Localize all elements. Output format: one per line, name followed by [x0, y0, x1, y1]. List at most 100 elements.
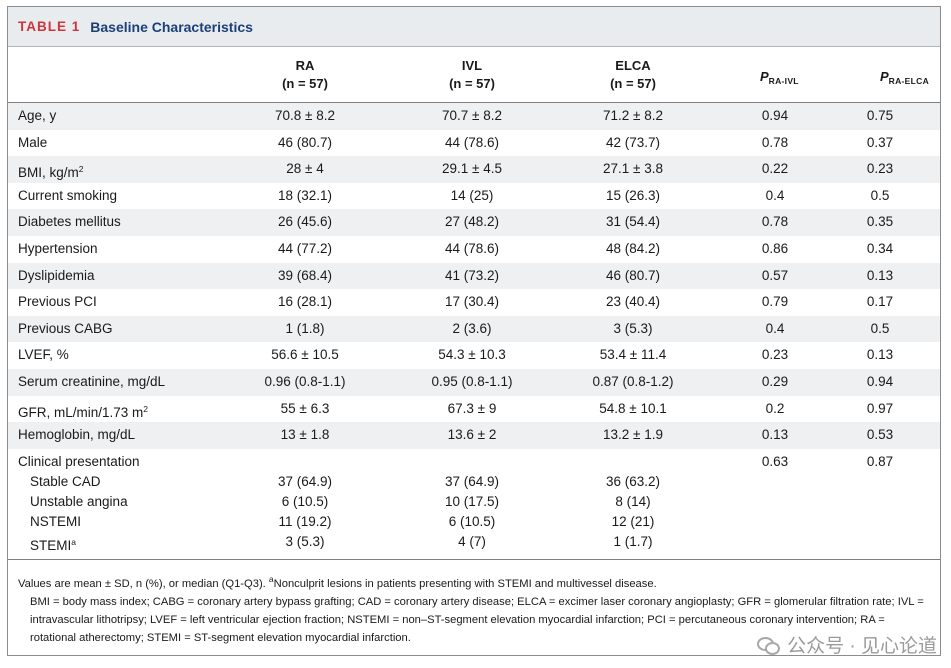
subrow-label: Stable CAD: [30, 472, 101, 492]
ra-value: 13 ± 1.8: [280, 427, 330, 443]
subrow-label: NSTEMI: [30, 512, 81, 532]
row-label: Previous CABG: [18, 316, 113, 343]
ra-value: 0.96 (0.8-1.1): [264, 373, 346, 389]
p-ra-ivl-value: 0.23: [761, 347, 789, 363]
elca-value: 27.1 ± 3.8: [603, 161, 663, 177]
ra-value: 11 (19.2): [278, 513, 332, 529]
row-label-text: LVEF, %: [18, 347, 69, 363]
superscript: 2: [78, 164, 84, 175]
clinical-subrow: NSTEMI 11 (19.2) 6 (10.5) 12 (21): [8, 512, 940, 532]
p-ra-elca-value: 0.94: [866, 373, 894, 389]
ivl-value: 14 (25): [450, 187, 494, 203]
elca-value: 13.2 ± 1.9: [603, 427, 663, 443]
ivl-value: 10 (17.5): [444, 493, 500, 509]
p-ra-elca-value: 0.13: [866, 267, 894, 283]
ivl-value: 70.7 ± 8.2: [442, 108, 502, 123]
ivl-value: 44 (78.6): [444, 134, 500, 150]
row-label: Hypertension: [18, 236, 98, 263]
p-ra-ivl-value: 0.29: [761, 373, 789, 389]
table-body: Age, y 70.8 ± 8.2 70.7 ± 8.2 71.2 ± 8.2 0.94…: [8, 103, 940, 449]
row-label: Diabetes mellitus: [18, 209, 121, 236]
elca-value: 15 (26.3): [605, 187, 661, 203]
row-label: Male: [18, 130, 47, 157]
row-label-text: Previous CABG: [18, 320, 113, 336]
row-label: Previous PCI: [18, 289, 97, 316]
superscript: 2: [143, 403, 149, 414]
ivl-value: 27 (48.2): [444, 214, 500, 230]
ra-value: 37 (64.9): [277, 473, 333, 489]
col-elca-header: ELCA (n = 57): [573, 57, 693, 93]
row-label: Hemoglobin, mg/dL: [18, 422, 135, 449]
table-row: Previous CABG 1 (1.8) 2 (3.6) 3 (5.3) 0.4 0.5: [8, 315, 940, 343]
footnote-marker: a: [268, 573, 274, 584]
watermark-text: 公众号 · 见心论道: [787, 636, 937, 657]
clinical-subrow: STEMIa 3 (5.3) 4 (7) 1 (1.7): [8, 532, 940, 553]
clinical-subrow: Stable CAD 37 (64.9) 37 (64.9) 36 (63.2): [8, 472, 940, 492]
row-label: Current smoking: [18, 183, 117, 210]
elca-value: 42 (73.7): [605, 134, 661, 150]
p-ra-elca-value: 0.34: [866, 240, 894, 256]
table-row: Hemoglobin, mg/dL 13 ± 1.8 13.6 ± 2 13.2 ± …: [8, 422, 940, 449]
clinical-subrow: Unstable angina 6 (10.5) 10 (17.5) 8 (14): [8, 492, 940, 512]
p-ra-elca-value: 0.5: [870, 187, 890, 203]
table-row: Age, y 70.8 ± 8.2 70.7 ± 8.2 71.2 ± 8.2 0.94…: [8, 103, 940, 130]
elca-value: 12 (21): [611, 513, 655, 529]
ivl-value: 17 (30.4): [444, 294, 500, 310]
footnote-text: Values are mean ± SD, n (%), or median (…: [18, 577, 269, 590]
table-title-bar: TABLE 1 Baseline Characteristics: [8, 7, 940, 47]
watermark: 公众号 · 见心论道: [757, 631, 937, 658]
p-ra-elca-value: 0.17: [866, 294, 894, 310]
row-label-text: Hypertension: [18, 240, 98, 256]
ra-value: 28 ± 4: [286, 161, 324, 177]
table-title: Baseline Characteristics: [90, 18, 253, 35]
row-label-text: Dyslipidemia: [18, 267, 95, 283]
p-ra-ivl-value: 0.2: [765, 400, 785, 416]
elca-value: 31 (54.4): [605, 214, 661, 230]
col-ra-name: RA: [295, 58, 315, 73]
subrow-label: Unstable angina: [30, 492, 128, 512]
p-ra-ivl-value: 0.79: [761, 294, 789, 310]
col-elca-n: (n = 57): [610, 76, 656, 91]
elca-value: 46 (80.7): [605, 267, 661, 283]
table-footnotes: Values are mean ± SD, n (%), or median (…: [8, 560, 940, 647]
p-subscript: RA-ELCA: [888, 76, 930, 86]
row-label-text: Age, y: [18, 108, 57, 123]
ivl-value: 54.3 ± 10.3: [438, 347, 506, 363]
subrow-label-text: Stable CAD: [30, 473, 101, 489]
table-row: BMI, kg/m2 28 ± 4 29.1 ± 4.5 27.1 ± 3.8 0.22…: [8, 156, 940, 183]
col-ra-n: (n = 57): [282, 76, 328, 91]
ra-value: 26 (45.6): [277, 214, 333, 230]
table-header: RA (n = 57) IVL (n = 57) ELCA (n = 57) P…: [8, 47, 940, 103]
ra-value: 1 (1.8): [285, 320, 325, 336]
ivl-value: 6 (10.5): [448, 513, 496, 529]
p-ra-elca-value: 0.87: [866, 453, 894, 469]
p-ra-ivl-value: 0.4: [765, 187, 785, 203]
superscript: a: [71, 536, 76, 547]
elca-value: 71.2 ± 8.2: [603, 108, 663, 123]
subrow-label-text: NSTEMI: [30, 513, 82, 529]
ivl-value: 0.95 (0.8-1.1): [431, 373, 513, 389]
footnote-rest: Nonculprit lesions in patients presentin…: [273, 577, 657, 590]
ivl-value: 13.6 ± 2: [447, 427, 497, 443]
row-label: Clinical presentation: [18, 453, 140, 469]
p-ra-ivl-value: 0.94: [761, 108, 789, 123]
col-ra-header: RA (n = 57): [245, 57, 365, 93]
col-p-ra-elca-header: PRA-ELCA: [880, 69, 929, 86]
subrow-label-text: STEMI: [30, 537, 72, 553]
p-subscript: RA-IVL: [768, 76, 799, 86]
row-label: Serum creatinine, mg/dL: [18, 369, 165, 396]
subrow-label: STEMIa: [30, 532, 76, 556]
ra-value: 18 (32.1): [277, 187, 333, 203]
p-ra-elca-value: 0.23: [866, 161, 894, 177]
p-ra-elca-value: 0.75: [866, 108, 894, 123]
ivl-value: 29.1 ± 4.5: [442, 161, 502, 177]
row-label-text: Current smoking: [18, 187, 118, 203]
p-ra-ivl-value: 0.4: [765, 320, 785, 336]
table-row: Diabetes mellitus 26 (45.6) 27 (48.2) 31 (5…: [8, 209, 940, 236]
wechat-icon: [757, 635, 781, 655]
elca-value: 53.4 ± 11.4: [599, 347, 667, 363]
subrow-label-text: Unstable angina: [30, 493, 128, 509]
row-label-text: Previous PCI: [18, 294, 97, 310]
col-ivl-n: (n = 57): [449, 76, 495, 91]
elca-value: 3 (5.3): [613, 320, 653, 336]
